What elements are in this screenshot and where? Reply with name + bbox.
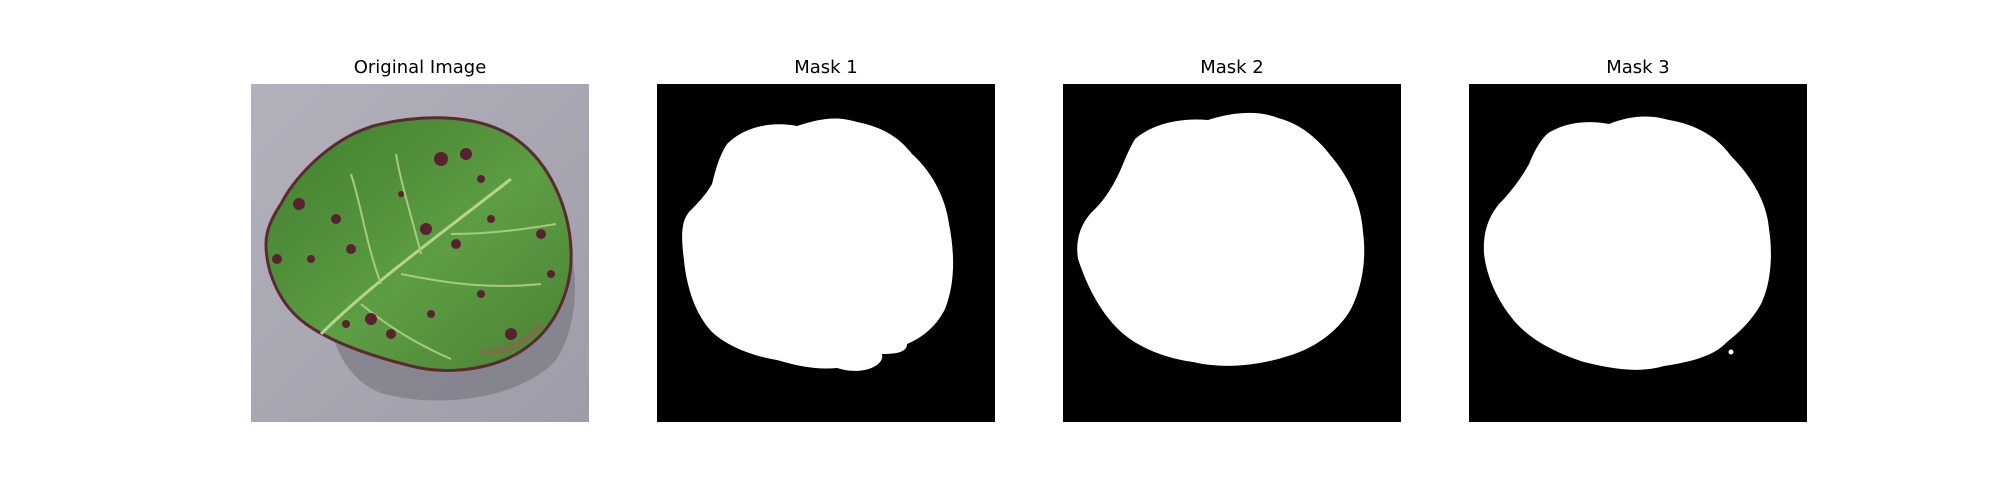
panel-mask-3: Mask 3 <box>1469 0 1807 500</box>
panel-original: Original Image <box>251 0 589 500</box>
panel-mask-2: Mask 2 <box>1063 0 1401 500</box>
panel-title: Mask 3 <box>1606 57 1670 78</box>
original-image <box>251 84 589 422</box>
panel-mask-1: Mask 1 <box>657 0 995 500</box>
panel-title: Mask 1 <box>794 57 858 78</box>
panel-title: Original Image <box>353 57 487 78</box>
mask-image-2 <box>1063 84 1401 422</box>
mask-image-1 <box>657 84 995 422</box>
mask-image-3 <box>1469 84 1807 422</box>
panel-title: Mask 2 <box>1200 57 1264 78</box>
